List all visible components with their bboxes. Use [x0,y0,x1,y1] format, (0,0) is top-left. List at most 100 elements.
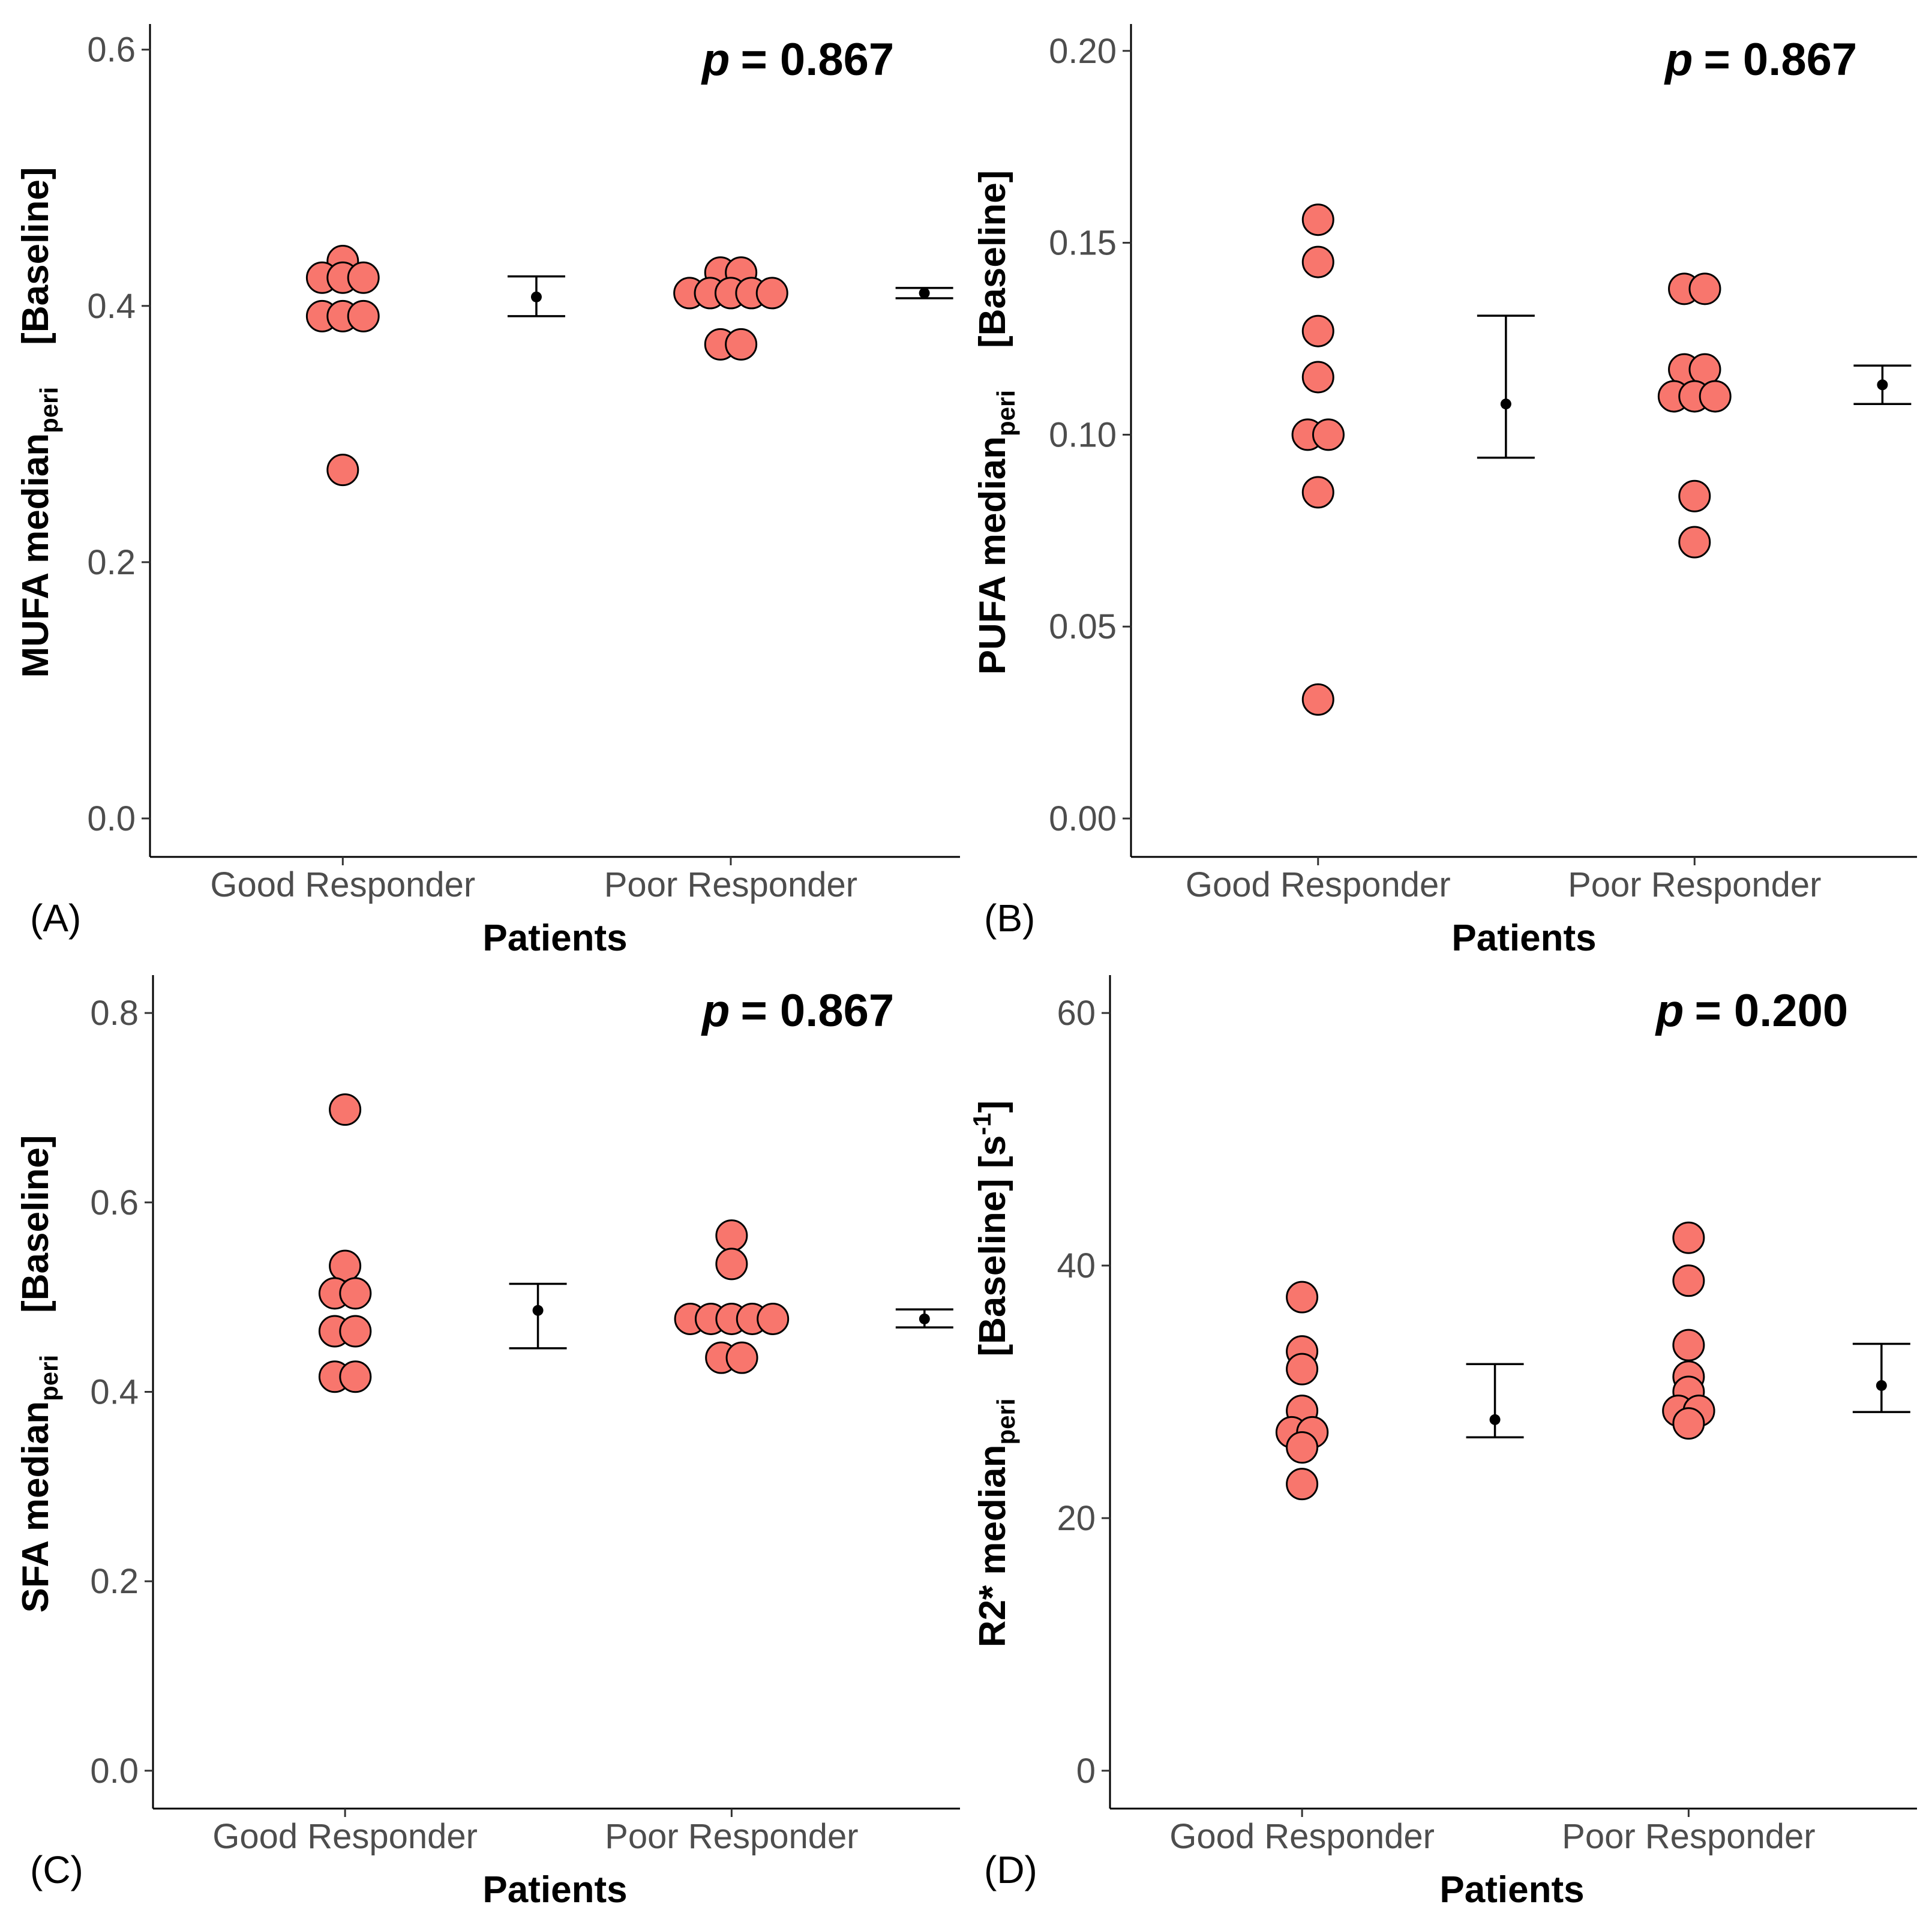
y-axis-title-subscript: peri [35,1355,63,1401]
data-point [1699,380,1732,413]
x-axis-title: Patients [1439,1869,1584,1911]
data-point [347,261,380,294]
mean-point [1489,1414,1501,1425]
p-value-text: = 0.867 [1703,34,1857,85]
data-point [1286,1468,1319,1501]
x-axis-title: Patients [1451,917,1596,959]
data-point [326,454,359,487]
p-value-annotation: p = 0.200 [1655,985,1848,1036]
y-tick-label: 0.4 [90,1373,139,1412]
y-axis-title-suffix: [Baseline] [972,170,1013,348]
data-point [715,1248,748,1281]
y-axis-title: R2* medianperi [Baseline] [s-1] [968,1101,1020,1647]
data-point [757,1302,790,1335]
x-tick-label: Poor Responder [604,865,857,904]
y-tick-label: 0.6 [87,31,136,70]
data-point [715,1219,748,1252]
y-tick-label: 0.15 [1049,224,1117,263]
data-point [725,1341,758,1374]
chart-panel: 0.0 0.2 0.4 0.6 0.8 Good Responder Poor Respon… [15,975,960,1911]
data-point [1678,526,1711,559]
x-axis-title: Patients [482,1869,627,1911]
y-tick-label: 20 [1057,1499,1096,1538]
p-value-annotation: p = 0.867 [701,985,894,1036]
data-point [1301,683,1334,716]
data-point [339,1360,372,1393]
mean-point [532,1305,544,1316]
x-tick-label: Poor Responder [605,1817,858,1856]
y-axis-title: MUFA medianperi [Baseline] [15,167,63,678]
p-value-label: p [1655,985,1684,1036]
data-point [1286,1281,1319,1314]
panel-label: (B) [984,896,1035,940]
data-point [1301,245,1334,278]
x-tick-label: Good Responder [1169,1817,1435,1856]
mean-point [919,287,930,299]
data-point [347,299,380,332]
y-axis-title: SFA medianperi [Baseline] [15,1135,63,1613]
p-value-label: p [701,985,730,1036]
p-value-text: = 0.867 [740,34,894,85]
data-point [1301,361,1334,394]
p-value-label: p [701,34,730,85]
data-point [1688,272,1721,305]
y-axis-title-subscript: peri [35,387,63,433]
y-axis-title-subscript: peri [992,1398,1020,1444]
x-tick-label: Good Responder [210,865,475,904]
p-value-text: = 0.200 [1694,985,1848,1036]
y-axis-title-main: SFA median [15,1401,56,1613]
y-tick-label: 0.2 [90,1562,139,1601]
data-point [329,1093,362,1126]
data-point [1678,479,1711,512]
data-point [1672,1329,1705,1362]
y-tick-label: 0.20 [1049,32,1117,71]
data-point [339,1277,372,1310]
x-tick-label: Good Responder [1186,865,1451,904]
data-point [755,277,788,310]
data-point [1301,203,1334,236]
y-axis-title-suffix: [Baseline] [s [972,1135,1013,1357]
y-axis-title-suffix: [Baseline] [15,167,56,345]
mean-point [1500,398,1511,410]
data-point [1286,1431,1319,1464]
chart-panel: 0 20 40 60 Good Responder Poor Responder p = 0.… [968,975,1917,1911]
y-tick-label: 0.8 [90,994,139,1033]
mean-point [1876,1380,1887,1391]
y-axis-title-main: MUFA median [15,433,56,678]
x-tick-label: Poor Responder [1568,865,1821,904]
y-axis-title-close: ] [972,1101,1013,1113]
p-value-annotation: p = 0.867 [1664,34,1857,85]
data-point [339,1315,372,1348]
p-value-annotation: p = 0.867 [701,34,894,85]
y-axis-title-main: R2* median [972,1445,1013,1648]
data-point [1672,1264,1705,1297]
data-point [329,1249,362,1282]
y-tick-label: 0.6 [90,1183,139,1222]
data-point [1286,1353,1319,1386]
mean-point [919,1313,930,1324]
y-tick-label: 0.4 [87,287,136,326]
data-point [725,328,758,361]
y-tick-label: 60 [1057,994,1096,1033]
y-tick-label: 0.10 [1049,415,1117,454]
x-axis-title: Patients [482,917,627,959]
y-axis-title-main: PUFA median [972,436,1013,674]
y-axis-title: PUFA medianperi [Baseline] [972,170,1020,675]
y-axis-title-superscript: -1 [968,1113,996,1135]
y-tick-label: 0 [1076,1752,1096,1791]
mean-point [530,291,542,302]
x-tick-label: Good Responder [212,1817,478,1856]
data-point [1312,418,1345,451]
y-tick-label: 0.0 [87,799,136,838]
chart-panel: 0.0 0.2 0.4 0.6 Good Responder Poor Responder… [15,24,960,959]
y-axis-title-subscript: peri [992,390,1020,436]
y-tick-label: 0.05 [1049,607,1117,646]
y-tick-label: 0.0 [90,1752,139,1791]
p-value-label: p [1664,34,1693,85]
panel-label: (C) [30,1848,83,1891]
panel-label: (D) [984,1848,1037,1891]
p-value-text: = 0.867 [740,985,894,1036]
y-tick-label: 40 [1057,1246,1096,1285]
mean-point [1877,379,1888,391]
